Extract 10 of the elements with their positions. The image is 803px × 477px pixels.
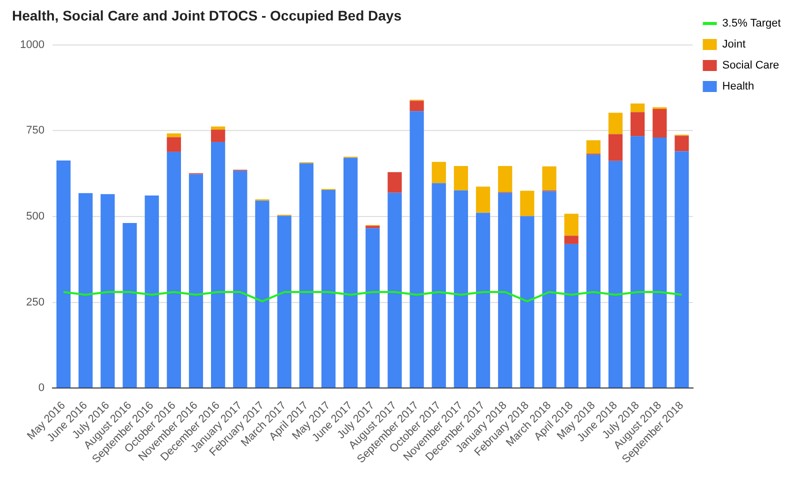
y-tick-label: 0 bbox=[38, 382, 44, 394]
legend-label: Social Care bbox=[722, 60, 780, 72]
chart-title: Health, Social Care and Joint DTOCS - Occupied Bed Days bbox=[12, 7, 402, 24]
y-tick-label: 250 bbox=[26, 296, 44, 308]
y-tick-label: 750 bbox=[26, 124, 44, 137]
legend-label: Joint bbox=[722, 38, 746, 51]
legend-label: Health bbox=[722, 80, 754, 93]
legend-label: 3.5% Target bbox=[722, 18, 781, 30]
y-tick-label: 1000 bbox=[20, 38, 44, 51]
y-tick-label: 500 bbox=[26, 210, 44, 223]
